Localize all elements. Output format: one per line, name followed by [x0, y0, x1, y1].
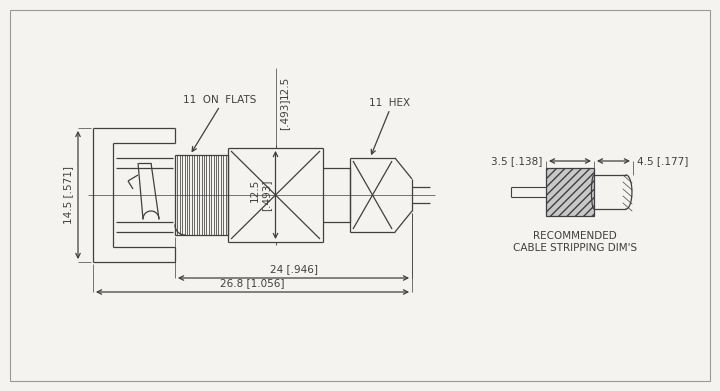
Text: CABLE STRIPPING DIM'S: CABLE STRIPPING DIM'S	[513, 243, 637, 253]
Text: RECOMMENDED: RECOMMENDED	[533, 231, 617, 241]
Text: 11  HEX: 11 HEX	[369, 98, 410, 108]
Text: 12.5: 12.5	[279, 76, 289, 99]
Text: 4.5 [.177]: 4.5 [.177]	[637, 156, 688, 166]
Text: 3.5 [.138]: 3.5 [.138]	[490, 156, 542, 166]
Bar	[546, 168, 594, 216]
Text: [.493]: [.493]	[279, 98, 289, 129]
Text: 11  ON  FLATS: 11 ON FLATS	[184, 95, 257, 105]
Text: 26.8 [1.056]: 26.8 [1.056]	[220, 278, 284, 288]
Text: 24 [.946]: 24 [.946]	[269, 264, 318, 274]
Text: 14.5 [.571]: 14.5 [.571]	[63, 166, 73, 224]
Text: 12.5
[.493]: 12.5 [.493]	[250, 179, 271, 211]
